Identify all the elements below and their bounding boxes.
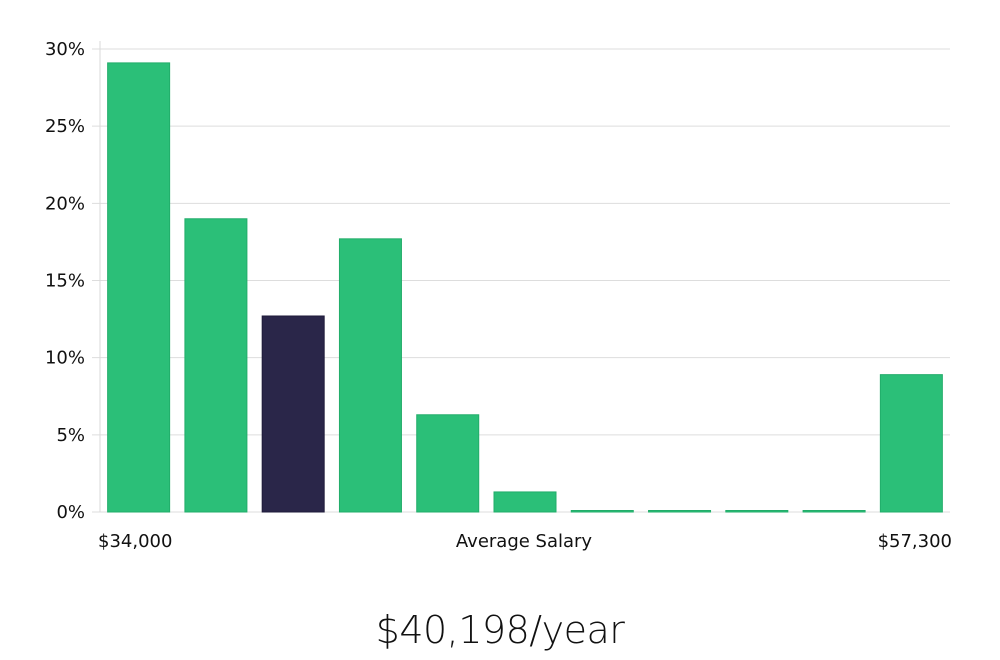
bar bbox=[107, 62, 171, 513]
bars bbox=[107, 62, 943, 513]
y-tick-label: 10% bbox=[45, 348, 85, 369]
bar bbox=[416, 414, 480, 513]
y-axis-ticks: 0% 5% 10% 15% 20% 25% 30% bbox=[45, 39, 85, 523]
bar bbox=[184, 218, 248, 513]
x-min-label: $34,000 bbox=[98, 531, 172, 552]
y-tick-label: 0% bbox=[56, 502, 85, 523]
y-tick-label: 30% bbox=[45, 39, 85, 60]
bar bbox=[493, 491, 557, 513]
bar bbox=[338, 238, 402, 513]
bar bbox=[648, 510, 712, 513]
y-tick-label: 5% bbox=[56, 425, 85, 446]
y-tick-label: 15% bbox=[45, 271, 85, 292]
bar bbox=[570, 510, 634, 513]
y-tick-label: 25% bbox=[45, 116, 85, 137]
bar-highlighted bbox=[261, 315, 325, 513]
bar bbox=[879, 374, 943, 513]
bar bbox=[725, 510, 789, 513]
average-salary-headline: $40,198/year bbox=[375, 608, 625, 652]
x-center-label: Average Salary bbox=[456, 531, 593, 552]
salary-distribution-chart: 0% 5% 10% 15% 20% 25% 30% $34,000 Average Sala… bbox=[45, 39, 952, 552]
bar bbox=[802, 510, 866, 513]
y-tick-label: 20% bbox=[45, 193, 85, 214]
x-max-label: $57,300 bbox=[878, 531, 952, 552]
